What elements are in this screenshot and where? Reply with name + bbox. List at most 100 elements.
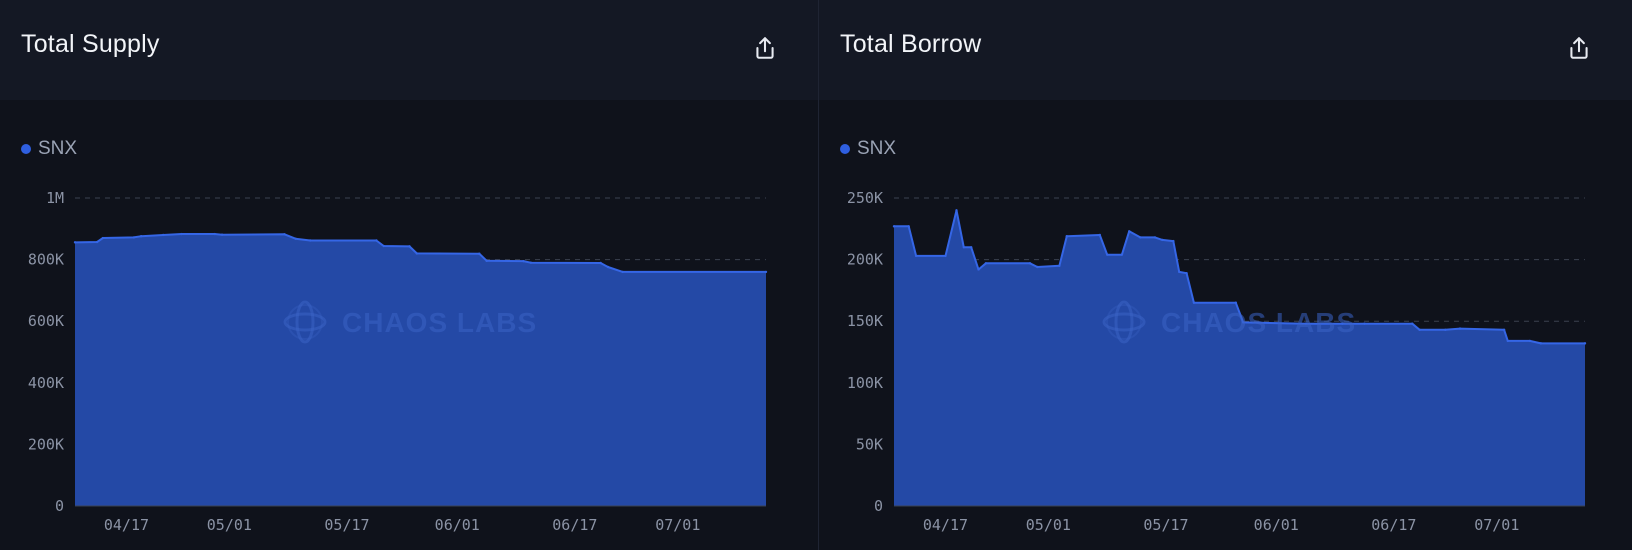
data-point xyxy=(1502,328,1506,332)
data-point xyxy=(220,233,224,236)
data-point xyxy=(1506,339,1510,343)
data-point xyxy=(944,254,947,258)
x-tick-label: 04/17 xyxy=(104,516,149,534)
x-tick-label: 06/17 xyxy=(1371,516,1416,534)
data-point xyxy=(1172,239,1175,243)
total-borrow-panel: Total Borrow SNX 0 50K 100K 150K 200K 250K CHA… xyxy=(819,0,1632,550)
x-tick-label: 07/01 xyxy=(1474,516,1519,534)
data-point xyxy=(1192,301,1196,304)
data-point xyxy=(764,270,768,274)
data-point xyxy=(1583,342,1587,345)
area-fill xyxy=(75,234,766,506)
data-point xyxy=(180,232,183,236)
y-tick-label: 100K xyxy=(847,374,883,392)
y-tick-label: 250K xyxy=(847,189,883,207)
y-tick-label: 150K xyxy=(847,312,883,330)
data-point xyxy=(309,239,312,242)
share-upload-icon xyxy=(756,37,774,59)
legend-label: SNX xyxy=(38,138,78,159)
x-tick-label: 07/01 xyxy=(655,516,700,534)
data-point xyxy=(213,232,216,236)
y-tick-label: 800K xyxy=(28,251,64,269)
x-tick-label: 06/01 xyxy=(435,516,480,534)
data-point xyxy=(73,241,77,244)
chart-legend[interactable]: SNX xyxy=(21,138,77,160)
panel-title: Total Borrow xyxy=(840,30,982,58)
x-tick-label: 05/17 xyxy=(1143,516,1188,534)
data-point xyxy=(955,209,958,212)
x-tick-label: 05/01 xyxy=(207,516,252,534)
watermark-logo xyxy=(283,300,327,344)
data-point xyxy=(907,225,910,228)
data-point xyxy=(1418,328,1421,332)
data-point xyxy=(1098,233,1102,237)
data-point xyxy=(1153,236,1157,239)
data-point xyxy=(1363,322,1366,325)
export-button[interactable] xyxy=(1564,33,1594,63)
x-tick-label: 05/17 xyxy=(324,516,369,534)
x-tick-label: 06/01 xyxy=(1254,516,1299,534)
data-point xyxy=(415,252,419,255)
y-tick-label: 200K xyxy=(28,435,64,453)
data-point xyxy=(1161,238,1164,242)
data-point xyxy=(984,262,988,265)
data-point xyxy=(408,245,411,248)
watermark-text: CHAOS LABS xyxy=(342,307,537,338)
y-tick-label: 0 xyxy=(55,497,64,515)
y-tick-label: 50K xyxy=(856,435,883,453)
data-point xyxy=(1341,322,1344,325)
data-point xyxy=(522,259,525,263)
data-point xyxy=(1241,321,1245,324)
data-point xyxy=(1028,262,1032,265)
data-point xyxy=(375,239,378,242)
data-point xyxy=(283,233,286,236)
data-point xyxy=(621,270,624,274)
y-tick-label: 0 xyxy=(874,497,883,515)
data-point xyxy=(1185,271,1188,275)
data-point xyxy=(1444,328,1447,332)
export-button[interactable] xyxy=(750,33,780,63)
data-point xyxy=(914,254,918,258)
data-point xyxy=(162,233,165,237)
data-point xyxy=(101,236,105,240)
total-borrow-chart[interactable]: 0 50K 100K 150K 200K 250K CHAOS LABS 04/17 05/01… xyxy=(819,170,1632,550)
panel-header: Total Borrow xyxy=(819,0,1632,100)
legend-label: SNX xyxy=(857,138,897,159)
share-upload-icon xyxy=(1570,37,1588,59)
data-point xyxy=(139,234,143,238)
panel-header: Total Supply xyxy=(0,0,818,100)
data-point xyxy=(1058,264,1061,267)
data-point xyxy=(1411,322,1414,325)
panel-title: Total Supply xyxy=(21,30,160,58)
data-point xyxy=(382,244,385,248)
data-point xyxy=(478,252,481,255)
legend-dot xyxy=(21,144,31,154)
data-point xyxy=(1120,253,1124,256)
data-point xyxy=(1128,230,1131,233)
data-point xyxy=(1178,270,1181,274)
y-tick-label: 600K xyxy=(28,312,64,330)
data-point xyxy=(529,261,532,264)
chart-legend[interactable]: SNX xyxy=(840,138,896,160)
watermark-logo xyxy=(1102,300,1146,344)
legend-dot xyxy=(840,144,850,154)
panel-divider xyxy=(818,0,819,550)
data-point xyxy=(1234,301,1238,304)
data-point xyxy=(599,261,602,265)
total-supply-chart[interactable]: 0 200K 400K 600K 800K 1M CHAOS LABS 04/17 05/01 0… xyxy=(0,170,818,550)
data-point xyxy=(1539,342,1543,345)
y-tick-label: 1M xyxy=(46,189,64,207)
data-point xyxy=(294,237,297,240)
watermark-text: CHAOS LABS xyxy=(1161,307,1356,338)
data-point xyxy=(962,246,966,249)
series-line xyxy=(74,233,766,273)
data-point xyxy=(892,225,896,228)
data-point xyxy=(1139,236,1142,239)
data-point xyxy=(95,240,99,244)
x-tick-label: 04/17 xyxy=(923,516,968,534)
y-tick-label: 200K xyxy=(847,251,883,269)
data-point xyxy=(606,265,610,269)
data-point xyxy=(1105,253,1109,256)
data-point xyxy=(969,246,973,249)
total-supply-panel: Total Supply SNX 0 200K 400K 600K 800K 1M CHAO… xyxy=(0,0,818,550)
